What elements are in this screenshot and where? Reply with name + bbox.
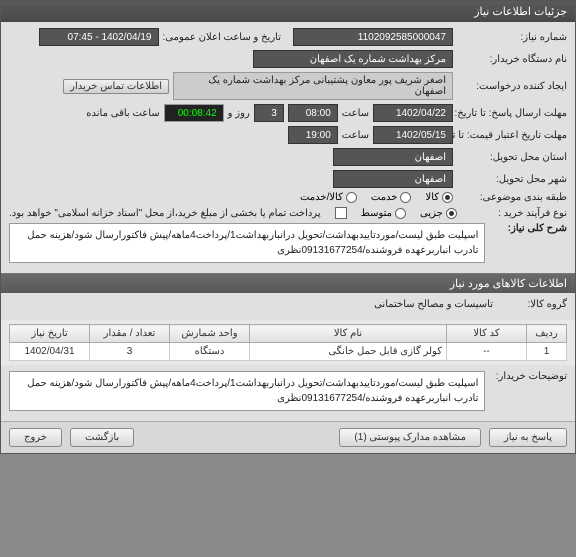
- respond-button[interactable]: پاسخ به نیاز: [489, 428, 567, 447]
- cell-code: --: [447, 343, 527, 361]
- delivery-province-field: اصفهان: [333, 148, 453, 166]
- back-button[interactable]: بازگشت: [70, 428, 134, 447]
- deadline-time-field: 08:00: [288, 104, 338, 122]
- requester-label: ایجاد کننده درخواست:: [457, 81, 567, 92]
- req-no-label: شماره نیاز:: [457, 32, 567, 43]
- col-name: نام کالا: [250, 325, 447, 343]
- radio-goods[interactable]: کالا: [425, 192, 453, 203]
- delivery-province-label: استان محل تحویل:: [457, 152, 567, 163]
- time-label-1: ساعت: [342, 108, 369, 119]
- radio-partial[interactable]: جزیی: [420, 208, 457, 219]
- public-dt-label: تاریخ و ساعت اعلان عمومی:: [163, 32, 282, 43]
- radio-service-label: خدمت: [371, 192, 398, 203]
- process-label: نوع فرآیند خرید :: [461, 208, 567, 219]
- countdown-field: 00:08:42: [164, 104, 224, 122]
- payment-note: پرداخت تمام یا بخشی از مبلغ خرید،از محل …: [9, 208, 321, 219]
- col-unit: واحد شمارش: [170, 325, 250, 343]
- remain-label: ساعت باقی مانده: [86, 108, 159, 119]
- titlebar: جزئیات اطلاعات نیاز: [1, 1, 575, 22]
- category-label: طبقه بندی موضوعی:: [457, 192, 567, 203]
- buyer-label: نام دستگاه خریدار:: [457, 54, 567, 65]
- radio-medium-circle: [395, 208, 406, 219]
- buyer-notes-box: اسپلیت طبق لیست/موردتاییدبهداشت/تحویل در…: [9, 371, 485, 411]
- contact-buyer-button[interactable]: اطلاعات تماس خریدار: [63, 79, 169, 94]
- cell-date: 1402/04/31: [10, 343, 90, 361]
- buyer-field: مرکز بهداشت شماره یک اصفهان: [253, 50, 453, 68]
- payment-checkbox[interactable]: [335, 207, 347, 219]
- table-header-row: ردیف کد کالا نام کالا واحد شمارش تعداد /…: [10, 325, 567, 343]
- col-code: کد کالا: [447, 325, 527, 343]
- col-row: ردیف: [527, 325, 567, 343]
- window-title: جزئیات اطلاعات نیاز: [474, 5, 567, 18]
- deadline-date-field: 1402/04/22: [373, 104, 453, 122]
- radio-goods-service[interactable]: کالا/خدمت: [300, 192, 357, 203]
- exit-button[interactable]: خروج: [9, 428, 62, 447]
- radio-service-circle: [400, 192, 411, 203]
- radio-medium-label: متوسط: [361, 208, 392, 219]
- header-form: شماره نیاز: 1102092585000047 تاریخ و ساع…: [1, 22, 575, 273]
- radio-gs-label: کالا/خدمت: [300, 192, 343, 203]
- cell-name: کولر گازی قابل حمل خانگی: [250, 343, 447, 361]
- validity-date-field: 1402/05/15: [373, 126, 453, 144]
- attachments-button[interactable]: مشاهده مدارک پیوستی (1): [339, 428, 481, 447]
- main-desc-box: اسپلیت طبق لیست/موردتاییدبهداشت/تحویل در…: [9, 223, 485, 263]
- validity-time-field: 19:00: [288, 126, 338, 144]
- cell-qty: 3: [90, 343, 170, 361]
- category-radio-group: کالا خدمت کالا/خدمت: [300, 192, 453, 203]
- requester-field: اصغر شریف پور معاون پشتیبانی مرکز بهداشت…: [173, 72, 453, 100]
- main-window: جزئیات اطلاعات نیاز شماره نیاز: 11020925…: [0, 0, 576, 454]
- req-no-field: 1102092585000047: [293, 28, 453, 46]
- public-dt-field: 1402/04/19 - 07:45: [39, 28, 159, 46]
- cell-unit: دستگاه: [170, 343, 250, 361]
- time-label-2: ساعت: [342, 130, 369, 141]
- goods-area: گروه کالا: تاسیسات و مصالح ساختمانی: [1, 293, 575, 320]
- delivery-city-field: اصفهان: [333, 170, 453, 188]
- goods-table-container: ردیف کد کالا نام کالا واحد شمارش تعداد /…: [9, 324, 567, 361]
- group-value: تاسیسات و مصالح ساختمانی: [374, 299, 493, 310]
- footer-bar: پاسخ به نیاز مشاهده مدارک پیوستی (1) باز…: [1, 421, 575, 453]
- radio-service[interactable]: خدمت: [371, 192, 412, 203]
- day-label: روز و: [228, 108, 250, 119]
- cell-row: 1: [527, 343, 567, 361]
- radio-gs-circle: [346, 192, 357, 203]
- radio-goods-label: کالا: [425, 192, 439, 203]
- days-remain-field: 3: [254, 104, 284, 122]
- process-radio-group: جزیی متوسط پرداخت تمام یا بخشی از مبلغ خ…: [9, 207, 457, 219]
- validity-label: مهلت تاریخ اعتبار قیمت: تا تاریخ:: [457, 130, 567, 141]
- goods-table: ردیف کد کالا نام کالا واحد شمارش تعداد /…: [9, 324, 567, 361]
- goods-section-header: اطلاعات کالاهای مورد نیاز: [1, 273, 575, 293]
- main-desc-label: شرح کلی نیاز:: [489, 223, 567, 234]
- buyer-notes-area: توضیحات خریدار: اسپلیت طبق لیست/موردتایی…: [1, 365, 575, 421]
- radio-partial-label: جزیی: [420, 208, 443, 219]
- radio-partial-circle: [446, 208, 457, 219]
- delivery-city-label: شهر محل تحویل:: [457, 174, 567, 185]
- buyer-notes-label: توضیحات خریدار:: [489, 371, 567, 382]
- table-row[interactable]: 1 -- کولر گازی قابل حمل خانگی دستگاه 3 1…: [10, 343, 567, 361]
- col-date: تاریخ نیاز: [10, 325, 90, 343]
- radio-goods-circle: [442, 192, 453, 203]
- radio-medium[interactable]: متوسط: [361, 208, 406, 219]
- deadline-label: مهلت ارسال پاسخ: تا تاریخ:: [457, 108, 567, 119]
- group-label: گروه کالا:: [497, 299, 567, 310]
- col-qty: تعداد / مقدار: [90, 325, 170, 343]
